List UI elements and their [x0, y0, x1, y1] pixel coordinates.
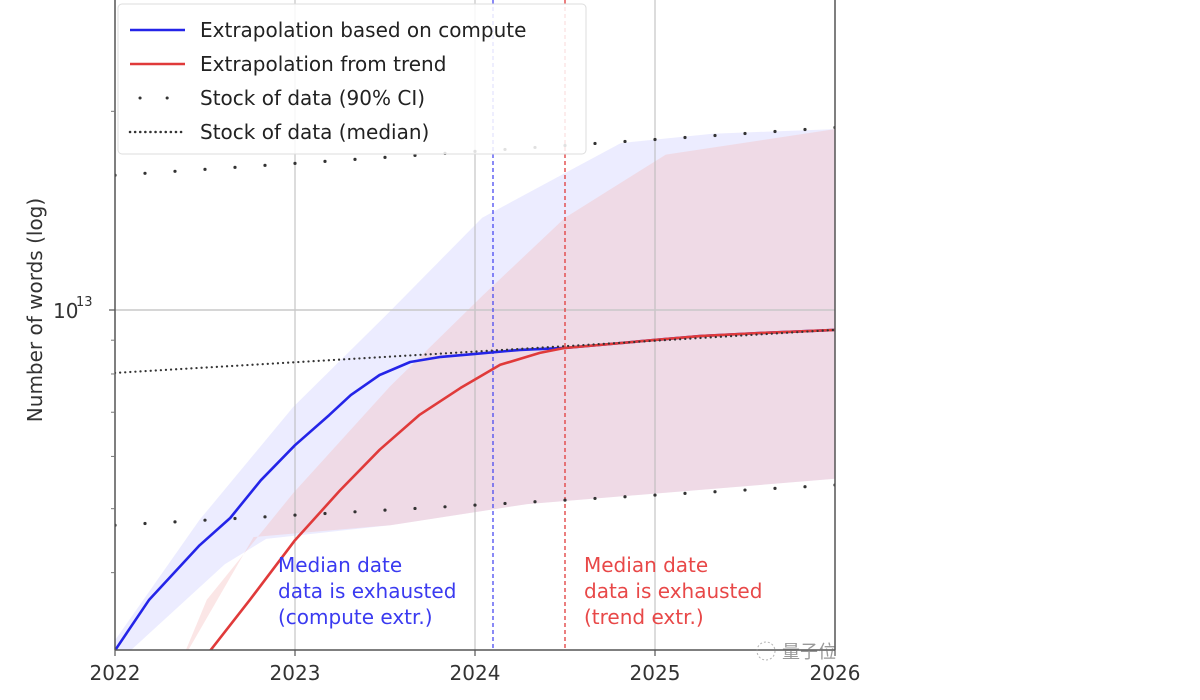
- x-tick-label: 2026: [810, 661, 861, 685]
- annotation-line: (trend extr.): [584, 605, 704, 629]
- ci-dot: [413, 153, 417, 157]
- ci-dot: [203, 518, 207, 522]
- ci-dot: [803, 485, 807, 489]
- ci-dot: [383, 508, 387, 512]
- ci-dot: [653, 137, 657, 142]
- band-trend-extrapolation-uncertainty: [185, 129, 835, 650]
- annotation-line: data is exhausted: [278, 579, 456, 603]
- ci-dot: [593, 496, 597, 501]
- ci-dot: [803, 127, 807, 132]
- x-tick-label: 2025: [630, 661, 681, 685]
- ci-dot: [233, 516, 237, 521]
- annotation-line: (compute extr.): [278, 605, 433, 629]
- annotation-line: Median date: [278, 553, 402, 577]
- x-tick-label: 2022: [90, 661, 141, 685]
- ci-dot: [323, 511, 327, 516]
- legend-label: Extrapolation from trend: [200, 52, 446, 76]
- y-tick-base: 10: [53, 299, 78, 323]
- ci-dot: [263, 163, 267, 167]
- ci-dot: [713, 133, 717, 138]
- ci-dot: [173, 169, 177, 173]
- ci-dot: [263, 515, 267, 519]
- ci-dot: [533, 500, 537, 504]
- legend: Extrapolation based on compute Extrapola…: [117, 3, 587, 155]
- ci-dot: [743, 488, 747, 492]
- ci-dot: [623, 495, 627, 499]
- ci-dot: [323, 159, 327, 163]
- ci-dot: [563, 498, 567, 502]
- annotation-line: Median date: [584, 553, 708, 577]
- ci-dot: [293, 513, 297, 517]
- watermark-logo-icon: [756, 641, 776, 661]
- axes: [109, 0, 836, 656]
- series-extrapolation-from-trend: [209, 328, 835, 650]
- ci-dot: [383, 155, 387, 159]
- ci-dot: [503, 501, 507, 506]
- ci-dot: [623, 139, 627, 144]
- ci-dot: [773, 486, 777, 490]
- trend-annotation: Median date data is exhausted (trend ext…: [584, 553, 762, 629]
- ci-dot: [203, 167, 207, 171]
- y-tick-exponent: 13: [76, 295, 93, 310]
- ci-dot: [683, 135, 687, 140]
- watermark-text: 量子位: [782, 642, 836, 663]
- ci-dot: [353, 510, 357, 514]
- ci-dot: [443, 505, 447, 509]
- ci-dot: [143, 171, 147, 175]
- ci-dot: [143, 521, 147, 526]
- ci-dot: [743, 131, 747, 136]
- ci-dot: [293, 161, 297, 165]
- legend-label: Stock of data (90% CI): [200, 86, 425, 110]
- y-axis-label: Number of words (log): [23, 198, 47, 422]
- ci-dot: [233, 165, 237, 169]
- watermark: 量子位: [756, 641, 836, 663]
- series-lines: [115, 0, 835, 650]
- x-tick-label: 2024: [450, 661, 501, 685]
- annotation-line: data is exhausted: [584, 579, 762, 603]
- ci-dot: [173, 520, 177, 524]
- ci-dot: [413, 506, 417, 511]
- series-stock-of-data-median-: [115, 328, 835, 374]
- ci-dot: [683, 491, 687, 496]
- legend-box: [117, 3, 587, 155]
- legend-label: Extrapolation based on compute: [200, 18, 526, 42]
- x-tick-label: 2023: [270, 661, 321, 685]
- compute-annotation: Median date data is exhausted (compute e…: [278, 553, 456, 629]
- ci-dot: [473, 503, 477, 507]
- ci-dot: [653, 493, 657, 497]
- x-tick-labels: 2022 2023 2024 2025 2026: [90, 661, 861, 685]
- ci-dot: [353, 157, 357, 161]
- ci-dot: [773, 129, 777, 134]
- y-tick-label: 10 13: [53, 295, 93, 323]
- legend-label: Stock of data (median): [200, 120, 429, 144]
- ci-dot: [713, 490, 717, 494]
- ci-dot: [593, 141, 597, 146]
